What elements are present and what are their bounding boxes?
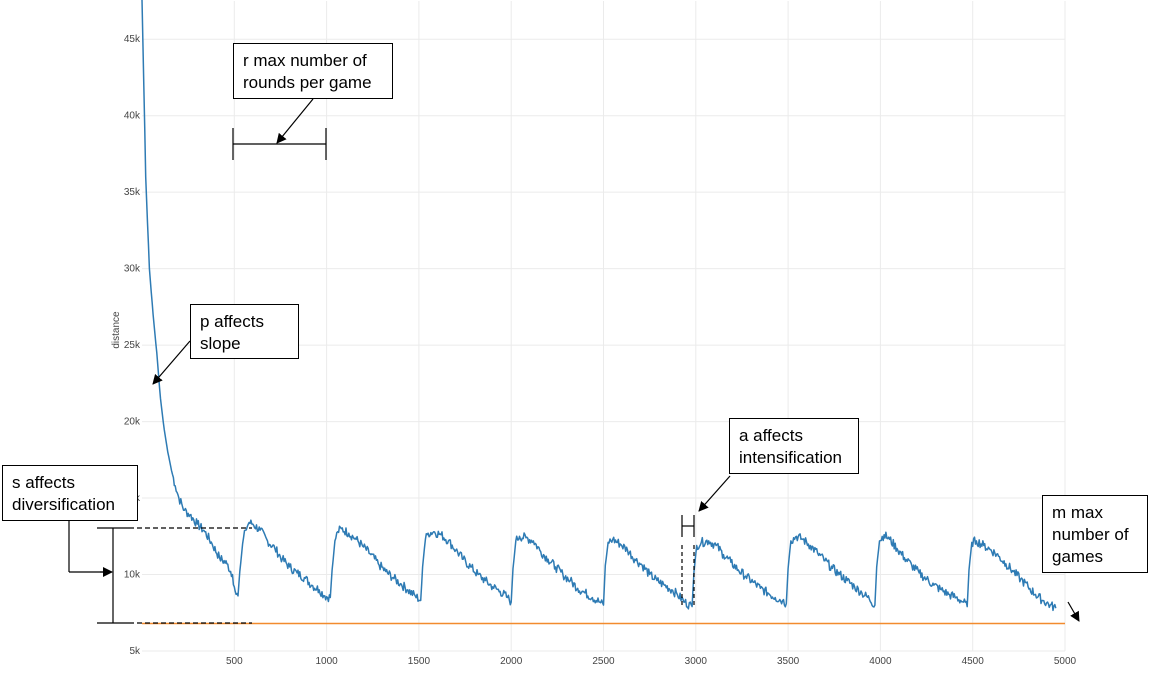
series-lines (141, 0, 1065, 625)
callout-r-max-rounds: r max number of rounds per game (233, 43, 393, 99)
y-tick-label: 10k (124, 570, 141, 581)
y-tick-label: 40k (124, 111, 141, 122)
x-tick-label: 2500 (592, 656, 615, 667)
x-tick-label: 500 (226, 656, 243, 667)
annotation-m-arrow (1067, 601, 1080, 622)
y-tick-label: 25k (124, 340, 141, 351)
x-tick-label: 3000 (685, 656, 708, 667)
x-tick-label: 1500 (408, 656, 431, 667)
callout-m-max-games: m max number of games (1042, 495, 1148, 573)
x-tick-label: 4000 (869, 656, 892, 667)
y-tick-label: 30k (124, 264, 141, 275)
y-tick-label: 45k (124, 34, 141, 45)
y-tick-label: 20k (124, 417, 141, 428)
series-line-distance (141, 0, 1057, 612)
x-tick-label: 2000 (500, 656, 523, 667)
x-tick-label: 5000 (1054, 656, 1077, 667)
y-tick-label: 5k (129, 646, 141, 657)
y-tick-label: 35k (124, 187, 141, 198)
annotation-r-arrow (276, 98, 314, 144)
annotation-a-arrow (698, 475, 731, 512)
annotation-a-bracket (681, 515, 695, 608)
callout-s-diversification: s affects diversification (2, 465, 138, 521)
x-tick-label: 1000 (315, 656, 338, 667)
x-axis-ticks: 500 1000 1500 2000 2500 3000 3500 4000 4500 5000 (226, 656, 1077, 667)
y-axis-title: distance (111, 311, 122, 349)
annotation-r-bracket (232, 128, 327, 160)
annotation-p-arrow (152, 340, 191, 385)
callout-p-slope: p affects slope (190, 304, 299, 359)
annotation-s-bracket (68, 520, 252, 624)
x-tick-label: 3500 (777, 656, 800, 667)
callout-a-intensification: a affects intensification (729, 418, 859, 474)
x-tick-label: 4500 (962, 656, 985, 667)
